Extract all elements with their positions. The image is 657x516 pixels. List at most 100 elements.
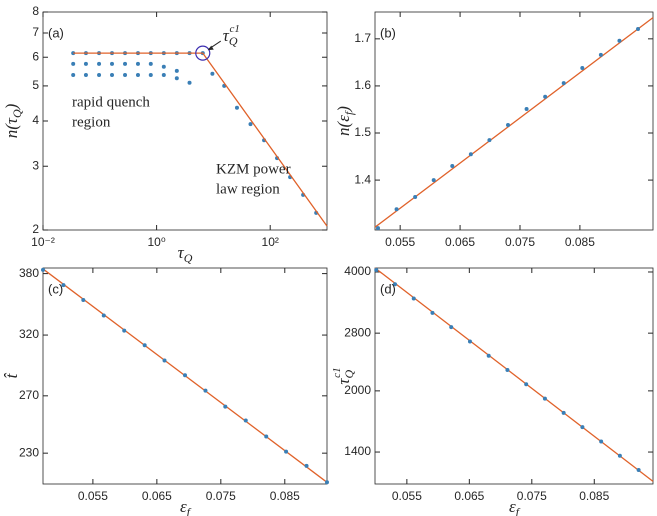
data-point — [97, 61, 102, 66]
data-point — [183, 373, 187, 378]
y-axis-label: n(τQ) — [2, 103, 24, 138]
label-part: n(ε — [334, 115, 353, 136]
data-point — [161, 72, 166, 77]
annotation: KZM power — [216, 161, 291, 177]
data-point — [505, 367, 510, 372]
data-point — [468, 152, 473, 157]
x-tick-label: 0.075 — [206, 489, 236, 503]
annotation: region — [72, 114, 111, 130]
data-point — [561, 410, 566, 415]
x-tick-label: 0.085 — [565, 235, 595, 249]
data-point — [101, 313, 106, 318]
label-part: c1 — [331, 367, 343, 377]
x-tick-label: 0.075 — [517, 489, 547, 503]
data-point — [123, 72, 128, 77]
data-point — [135, 61, 140, 66]
data-point — [580, 66, 585, 71]
label-part: Q — [342, 369, 356, 378]
y-tick-label: 1.6 — [354, 78, 371, 92]
y-axis-label: τQc1 — [331, 367, 356, 384]
y-tick-label: 4 — [32, 113, 39, 127]
y-tick-label: 5 — [32, 78, 39, 92]
y-tick-label: 230 — [19, 445, 39, 459]
panel-label: (a) — [48, 25, 64, 40]
data-point — [394, 207, 399, 212]
y-tick-label: 1.7 — [354, 31, 371, 45]
y-tick-label: 8 — [32, 4, 39, 18]
data-point — [110, 72, 115, 77]
data-point — [467, 339, 472, 344]
label-part: f — [187, 505, 192, 516]
data-point — [486, 353, 491, 358]
x-tick-label: 0.055 — [392, 489, 422, 503]
data-point — [123, 61, 128, 66]
data-point — [248, 122, 253, 127]
label-part: Q — [229, 34, 238, 48]
y-tick-label: 3 — [32, 158, 39, 172]
plot-area — [42, 11, 328, 231]
y-tick-label: 1.5 — [354, 125, 371, 139]
data-point — [524, 106, 529, 111]
data-point — [543, 94, 548, 99]
y-tick-label: 4000 — [344, 264, 371, 278]
x-axis-label: τQ — [178, 243, 193, 265]
data-point — [598, 52, 603, 57]
data-point — [243, 418, 248, 423]
x-tick-label: 0.055 — [385, 235, 415, 249]
data-point — [234, 105, 239, 110]
data-point — [411, 296, 416, 301]
data-point — [142, 343, 147, 348]
x-tick-label: 0.085 — [270, 489, 300, 503]
annotation: rapid quench — [72, 94, 150, 110]
data-point — [325, 480, 329, 485]
data-point — [449, 325, 454, 330]
y-axis-label: n(εf) — [334, 106, 356, 136]
data-point — [203, 388, 208, 393]
data-point — [599, 439, 604, 444]
data-point — [97, 72, 102, 77]
y-tick-label: 380 — [19, 266, 39, 280]
data-point — [450, 163, 455, 168]
data-point — [174, 68, 179, 73]
panel-label: (b) — [380, 25, 396, 40]
data-point — [617, 453, 622, 458]
label-part: ε — [509, 497, 516, 516]
x-tick-label: 0.085 — [579, 489, 609, 503]
label-part: ε — [180, 497, 187, 516]
data-point — [223, 404, 228, 409]
x-tick-label: 10⁰ — [148, 235, 166, 249]
x-tick-label: 10⁻² — [31, 235, 55, 249]
label-part: t̂ — [2, 372, 21, 378]
fit-line — [73, 52, 328, 227]
data-point — [83, 72, 88, 77]
label-part: ) — [2, 103, 21, 110]
x-tick-label: 0.065 — [454, 489, 484, 503]
data-point — [174, 76, 179, 81]
y-tick-label: 2 — [32, 222, 39, 236]
data-point — [636, 467, 641, 472]
fit-line — [374, 17, 654, 228]
label-part: ) — [334, 106, 353, 113]
data-point — [506, 123, 511, 128]
x-axis-label: εf — [509, 497, 521, 516]
x-tick-label: 0.065 — [445, 235, 475, 249]
data-point — [61, 283, 66, 288]
data-point — [41, 267, 45, 272]
data-point — [413, 195, 418, 200]
label-part: f — [516, 505, 521, 516]
y-tick-label: 2800 — [344, 325, 371, 339]
data-point — [162, 358, 167, 363]
label-part: n(τ — [2, 117, 21, 138]
plot-area — [374, 11, 654, 231]
label-part: c1 — [230, 23, 240, 35]
data-point — [284, 449, 289, 454]
data-point — [187, 80, 192, 85]
y-tick-label: 7 — [32, 25, 39, 39]
data-point — [304, 463, 309, 468]
y-axis-label: t̂ — [2, 372, 21, 378]
data-point — [148, 61, 153, 66]
panel-label: (c) — [48, 281, 63, 296]
x-tick-label: 0.075 — [505, 235, 535, 249]
x-tick-label: 10² — [262, 235, 279, 249]
